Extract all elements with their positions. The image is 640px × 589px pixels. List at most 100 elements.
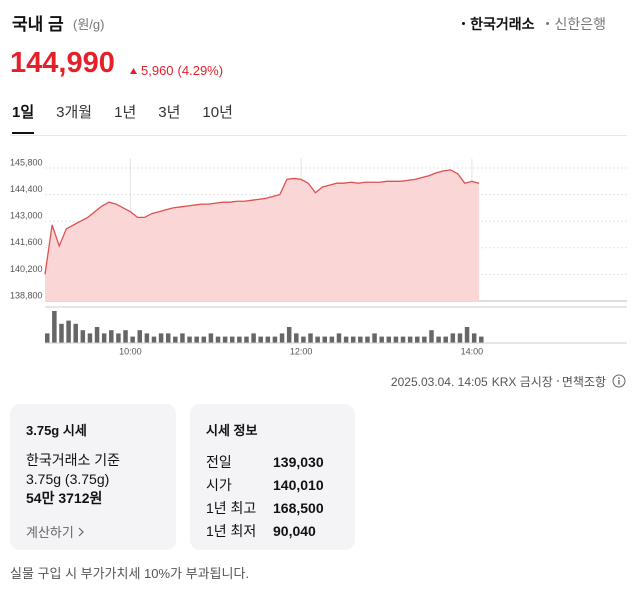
volume-bar bbox=[144, 333, 150, 343]
volume-bar bbox=[279, 333, 285, 343]
timestamp: 2025.03.04. 14:05 bbox=[390, 374, 488, 389]
volume-bar bbox=[422, 336, 427, 343]
period-tab[interactable]: 3개월 bbox=[56, 104, 93, 121]
volume-bar bbox=[386, 336, 392, 343]
volume-bar bbox=[137, 330, 142, 343]
volume-bar bbox=[343, 336, 349, 343]
volume-bar bbox=[294, 333, 299, 343]
volume-bar bbox=[286, 327, 292, 343]
gram-card: 3.75g 시세 한국거래소 기준 3.75g (3.75g) 54만 3712… bbox=[10, 404, 176, 550]
volume-bar bbox=[400, 336, 406, 343]
period-tab[interactable]: 10년 bbox=[202, 104, 233, 121]
card-title: 시세 정보 bbox=[206, 423, 258, 438]
divider bbox=[10, 135, 627, 136]
volume-bar bbox=[173, 336, 178, 343]
volume-bar bbox=[365, 336, 370, 343]
info-card: 시세 정보 전일 139,030 시가 140,010 1년 최고 168,500 1… bbox=[190, 404, 355, 550]
x-tick-label: 14:00 bbox=[461, 346, 484, 356]
card-title: 3.75g 시세 bbox=[26, 423, 87, 438]
volume-bar bbox=[80, 330, 86, 343]
period-tab[interactable]: 3년 bbox=[158, 104, 181, 121]
info-icon[interactable] bbox=[612, 374, 626, 388]
change-pct: (4.29%) bbox=[177, 63, 224, 78]
y-tick-label: 143,000 bbox=[10, 211, 43, 221]
volume-bar bbox=[59, 323, 64, 343]
volume-bar bbox=[393, 336, 399, 343]
chevron bbox=[78, 527, 84, 536]
volume-bar bbox=[265, 336, 271, 343]
row-label: 1년 최저 bbox=[206, 523, 257, 539]
row-label: 1년 최고 bbox=[206, 500, 257, 516]
price: 144,990 bbox=[10, 47, 115, 79]
row-value: 140,010 bbox=[273, 477, 324, 493]
volume-bar bbox=[66, 320, 71, 343]
volume-bar bbox=[272, 336, 278, 343]
unit: (원/g) bbox=[73, 17, 105, 32]
info-row: 1년 최저 90,040 bbox=[206, 520, 339, 543]
volume-bar bbox=[101, 333, 107, 343]
volume-bar bbox=[429, 330, 434, 343]
period-tab[interactable]: 1년 bbox=[114, 104, 137, 121]
volume-bar bbox=[194, 336, 199, 343]
volume-bar bbox=[336, 333, 342, 343]
volume-bar bbox=[230, 336, 235, 343]
source-tab[interactable]: 한국거래소 bbox=[462, 14, 534, 34]
volume-bar bbox=[123, 330, 128, 343]
chart: 145,800 144,400 143,000 141,600 140,200 138,8… bbox=[10, 157, 627, 356]
info-row: 1년 최고 168,500 bbox=[206, 497, 339, 520]
calc-link[interactable]: 계산하기 bbox=[26, 522, 160, 541]
volume-bar bbox=[73, 323, 78, 343]
volume-bar bbox=[45, 333, 50, 343]
volume-bar bbox=[308, 333, 313, 343]
y-tick-label: 141,600 bbox=[10, 237, 43, 247]
volume-bar bbox=[237, 336, 242, 343]
volume-bar bbox=[379, 336, 384, 343]
volume-bar bbox=[87, 333, 93, 343]
volume-bar bbox=[151, 336, 157, 343]
volume-bar bbox=[244, 336, 249, 343]
weight: 3.75g (3.75g) bbox=[26, 471, 110, 487]
disclaimer[interactable]: 면책조항 bbox=[557, 373, 606, 390]
volume-bar bbox=[464, 327, 470, 343]
volume-bar bbox=[258, 336, 263, 343]
volume-bar bbox=[109, 330, 114, 343]
volume-bar bbox=[443, 336, 448, 343]
row-label: 전일 bbox=[206, 454, 232, 470]
x-tick-label: 10:00 bbox=[119, 346, 142, 356]
info-row: 시가 140,010 bbox=[206, 474, 339, 497]
price-change: 5,960 (4.29%) bbox=[130, 63, 223, 78]
note: 실물 구입 시 부가가치세 10%가 부과됩니다. bbox=[10, 566, 250, 581]
period-tab[interactable]: 1일 bbox=[12, 101, 35, 134]
source-tab[interactable]: 신한은행 bbox=[546, 14, 606, 34]
volume-bar bbox=[329, 336, 335, 343]
volume-bar bbox=[350, 336, 356, 343]
market: KRX 금시장 bbox=[491, 375, 553, 389]
volume-bar bbox=[372, 333, 377, 343]
volume-bar bbox=[208, 333, 214, 343]
row-value: 139,030 bbox=[273, 454, 324, 470]
y-tick-label: 144,400 bbox=[10, 184, 43, 194]
amount: 54만 3712원 bbox=[26, 490, 103, 506]
volume-bar bbox=[358, 336, 363, 343]
basis: 한국거래소 기준 bbox=[26, 452, 121, 468]
link-text[interactable]: 계산하기 bbox=[26, 525, 74, 540]
volume-bar bbox=[315, 336, 320, 343]
volume-bar bbox=[165, 333, 171, 343]
y-tick-label: 138,800 bbox=[10, 290, 43, 300]
period-tabs: 1일 3개월 1년 3년 10년 bbox=[12, 101, 233, 134]
volume-bar bbox=[201, 336, 207, 343]
source-tabs: 한국거래소 신한은행 bbox=[462, 14, 606, 34]
y-tick-label: 140,200 bbox=[10, 264, 43, 274]
volume-bar bbox=[457, 333, 463, 343]
volume-bar bbox=[436, 336, 441, 343]
volume-bar bbox=[471, 333, 477, 343]
volume-bar bbox=[450, 333, 456, 343]
volume-bar bbox=[301, 336, 306, 343]
x-tick-label: 12:00 bbox=[290, 346, 313, 356]
footer: 2025.03.04. 14:05 KRX 금시장 면책조항 bbox=[391, 373, 606, 390]
volume-bar bbox=[130, 336, 135, 343]
area-fill bbox=[45, 169, 480, 301]
volume-bar bbox=[322, 336, 327, 343]
y-tick-label: 145,800 bbox=[10, 157, 43, 167]
